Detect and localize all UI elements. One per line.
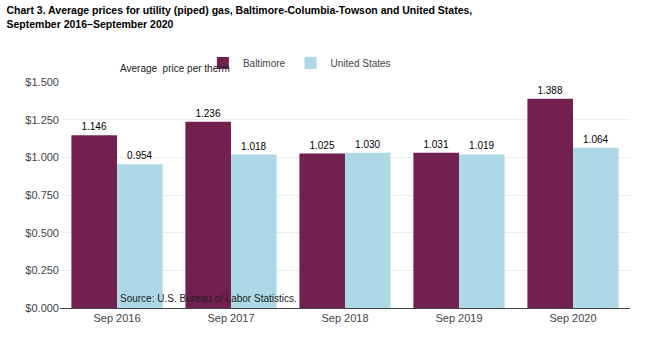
svg-text:Sep 2020: Sep 2020 — [549, 312, 596, 324]
svg-text:1.236: 1.236 — [195, 108, 220, 119]
svg-text:1.030: 1.030 — [355, 139, 380, 150]
svg-text:1.388: 1.388 — [537, 85, 562, 96]
svg-text:Source: U.S. Bureau of Labor S: Source: U.S. Bureau of Labor Statistics. — [120, 293, 297, 304]
svg-text:Average price per therm: Average price per therm — [120, 63, 230, 74]
svg-text:$0.000: $0.000 — [25, 302, 59, 314]
svg-text:1.019: 1.019 — [469, 140, 494, 151]
svg-text:Sep 2018: Sep 2018 — [321, 312, 368, 324]
svg-text:1.031: 1.031 — [423, 139, 448, 150]
svg-text:$0.500: $0.500 — [25, 227, 59, 239]
svg-text:Baltimore: Baltimore — [243, 58, 286, 69]
svg-text:$0.750: $0.750 — [25, 189, 59, 201]
svg-text:0.954: 0.954 — [127, 150, 152, 161]
svg-text:Sep 2016: Sep 2016 — [93, 312, 140, 324]
svg-text:United States: United States — [331, 58, 391, 69]
svg-text:1.025: 1.025 — [309, 140, 334, 151]
svg-text:$1.000: $1.000 — [25, 151, 59, 163]
svg-text:Chart 3. Average prices for ut: Chart 3. Average prices for utility (pip… — [7, 4, 473, 30]
svg-text:$1.500: $1.500 — [25, 76, 59, 88]
svg-text:$1.250: $1.250 — [25, 114, 59, 126]
svg-text:1.146: 1.146 — [81, 121, 106, 132]
svg-text:1.018: 1.018 — [241, 141, 266, 152]
svg-text:Sep 2017: Sep 2017 — [207, 312, 254, 324]
svg-text:Sep 2019: Sep 2019 — [435, 312, 482, 324]
svg-text:$0.250: $0.250 — [25, 264, 59, 276]
svg-text:1.064: 1.064 — [583, 134, 608, 145]
